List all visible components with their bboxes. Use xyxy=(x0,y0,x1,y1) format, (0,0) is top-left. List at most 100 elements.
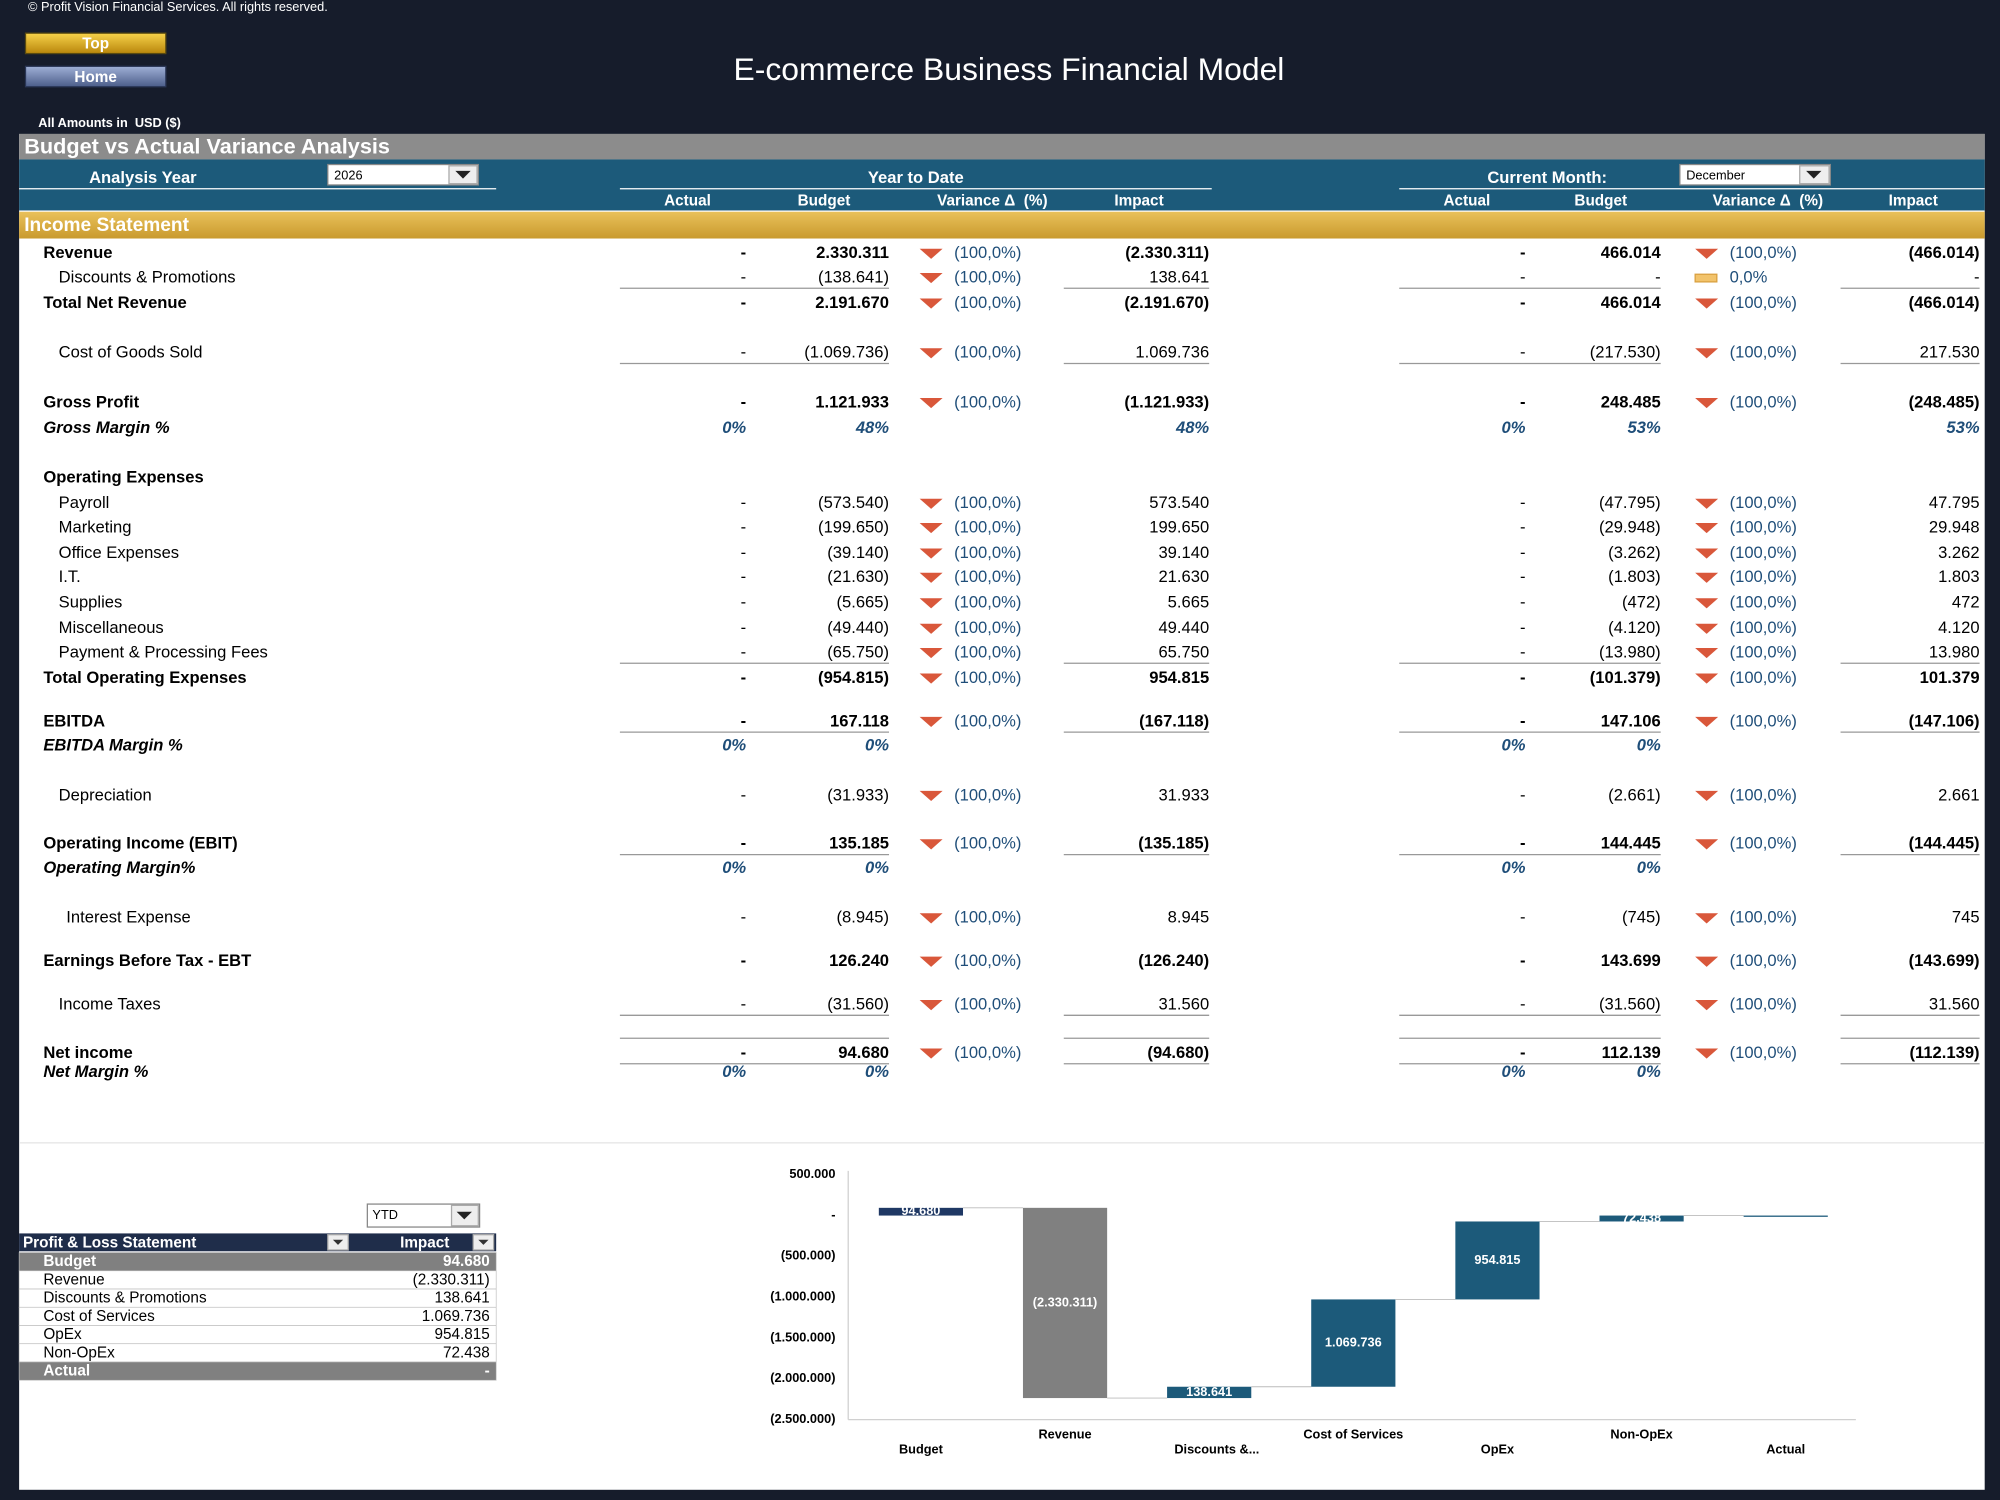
cell-value: (167.118) xyxy=(1139,711,1209,730)
variance-value: (100,0%) xyxy=(954,293,1021,312)
cell-value: 0% xyxy=(722,858,746,877)
variance-value: (100,0%) xyxy=(1730,834,1797,853)
cell-value: (954.815) xyxy=(818,668,889,687)
variance-value: (100,0%) xyxy=(954,618,1021,637)
row-label: Net income xyxy=(43,1043,132,1062)
top-button-label[interactable]: Top xyxy=(82,36,109,53)
cell-value: (144.445) xyxy=(1909,834,1980,853)
pl-value: 1.069.736 xyxy=(422,1308,490,1325)
cell-value: 65.750 xyxy=(1158,642,1209,661)
cell-value: 135.185 xyxy=(829,834,889,853)
cell-value: - xyxy=(741,951,747,970)
row-label: Supplies xyxy=(59,593,123,612)
x-tick-label: Actual xyxy=(1766,1442,1805,1457)
variance-icon xyxy=(1695,647,1719,659)
cell-value: 0% xyxy=(1502,858,1526,877)
cell-value: - xyxy=(741,543,747,562)
cell-value: 29.948 xyxy=(1929,517,1980,536)
column-header: Impact xyxy=(1889,193,1938,210)
period-value[interactable]: YTD xyxy=(372,1207,398,1222)
x-tick-label: Budget xyxy=(899,1442,944,1457)
cell-value: 0% xyxy=(1502,418,1526,437)
cell-value: - xyxy=(741,593,747,612)
top-button[interactable] xyxy=(24,32,167,55)
cell-value: (472) xyxy=(1622,593,1661,612)
variance-value: (100,0%) xyxy=(954,951,1021,970)
cell-value: 8.945 xyxy=(1168,908,1210,927)
column-header: Budget xyxy=(798,193,851,210)
cell-value: (49.440) xyxy=(827,618,889,637)
column-header: Impact xyxy=(1114,193,1163,210)
statement-title: Income Statement xyxy=(24,215,189,236)
pl-header-label: Profit & Loss Statement xyxy=(23,1235,196,1252)
cell-value: 112.139 xyxy=(1602,1043,1661,1062)
cell-value: 217.530 xyxy=(1920,343,1980,362)
variance-value: (100,0%) xyxy=(954,343,1021,362)
variance-value: (100,0%) xyxy=(1730,517,1797,536)
home-button-label[interactable]: Home xyxy=(74,69,117,86)
filter-arrow xyxy=(332,1239,344,1245)
row-label: Interest Expense xyxy=(66,908,190,927)
cell-value: - xyxy=(1520,834,1526,853)
cell-value: 21.630 xyxy=(1158,567,1209,586)
cell-value: (217.530) xyxy=(1590,343,1661,362)
variance-value: (100,0%) xyxy=(1730,908,1797,927)
y-tick-label: 500.000 xyxy=(789,1166,835,1181)
cell-value: - xyxy=(1520,493,1526,512)
month-dropdown[interactable] xyxy=(1679,163,1831,186)
home-button[interactable] xyxy=(24,65,167,88)
variance-icon xyxy=(1694,273,1718,283)
variance-icon xyxy=(1695,397,1719,409)
row-label: Office Expenses xyxy=(59,543,179,562)
cell-value: (31.560) xyxy=(1599,994,1661,1013)
variance-icon xyxy=(1695,248,1719,259)
cell-value: - xyxy=(741,668,747,687)
variance-icon xyxy=(919,956,943,967)
cell-value: 954.815 xyxy=(1149,668,1209,687)
units-note: All Amounts in USD ($) xyxy=(38,115,181,130)
cell-value: 147.106 xyxy=(1601,711,1661,730)
cell-value: 47.795 xyxy=(1929,493,1980,512)
year-dropdown[interactable] xyxy=(327,163,479,186)
cell-value: (21.630) xyxy=(827,567,889,586)
cell-value: - xyxy=(1520,711,1526,730)
data-label: 1.069.736 xyxy=(1325,1334,1382,1349)
cell-value: 0% xyxy=(1637,736,1661,755)
variance-icon xyxy=(919,272,943,284)
cell-value: - xyxy=(741,834,747,853)
variance-value: (100,0%) xyxy=(954,668,1021,687)
cell-value: 144.445 xyxy=(1601,834,1661,853)
year-value[interactable]: 2026 xyxy=(334,167,362,182)
variance-value: (100,0%) xyxy=(954,711,1021,730)
row-label: Total Net Revenue xyxy=(43,293,186,312)
cell-value: (47.795) xyxy=(1599,493,1661,512)
cell-value: (13.980) xyxy=(1599,642,1661,661)
variance-value: (100,0%) xyxy=(1730,951,1797,970)
cell-value: 0% xyxy=(722,1062,746,1081)
dropdown-arrow xyxy=(455,170,471,179)
cell-value: - xyxy=(741,517,747,536)
variance-icon xyxy=(1695,548,1719,559)
cell-value: (2.191.670) xyxy=(1124,293,1209,312)
cell-value: (101.379) xyxy=(1590,668,1661,687)
column-header: Variance Δ (%) xyxy=(1713,193,1823,210)
variance-icon xyxy=(919,572,943,583)
pl-value: 954.815 xyxy=(434,1326,489,1343)
cell-value: 126.240 xyxy=(829,951,889,970)
cell-value: 0% xyxy=(1637,858,1661,877)
cell-value: 167.118 xyxy=(830,711,889,730)
cell-value: - xyxy=(741,567,747,586)
cell-value: - xyxy=(1520,593,1526,612)
variance-icon xyxy=(919,522,943,534)
cell-value: - xyxy=(741,908,747,927)
cell-value: - xyxy=(741,267,747,286)
cell-value: (1.069.736) xyxy=(804,343,889,362)
cell-value: - xyxy=(1520,668,1526,687)
variance-value: (100,0%) xyxy=(954,834,1021,853)
row-label: I.T. xyxy=(59,567,81,586)
column-header: Variance Δ (%) xyxy=(937,193,1047,210)
pl-row xyxy=(18,1361,497,1381)
cell-value: 0% xyxy=(865,858,889,877)
variance-icon xyxy=(1695,572,1719,583)
month-value[interactable]: December xyxy=(1686,167,1746,182)
